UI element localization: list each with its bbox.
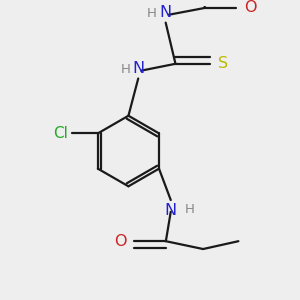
Text: H: H [121, 62, 130, 76]
Text: Cl: Cl [54, 126, 68, 141]
Text: N: N [160, 5, 172, 20]
Text: O: O [244, 0, 256, 15]
Text: H: H [147, 7, 157, 20]
Text: O: O [114, 234, 127, 249]
Text: N: N [132, 61, 144, 76]
Text: N: N [165, 203, 177, 218]
Text: H: H [184, 203, 194, 216]
Text: S: S [218, 56, 228, 71]
